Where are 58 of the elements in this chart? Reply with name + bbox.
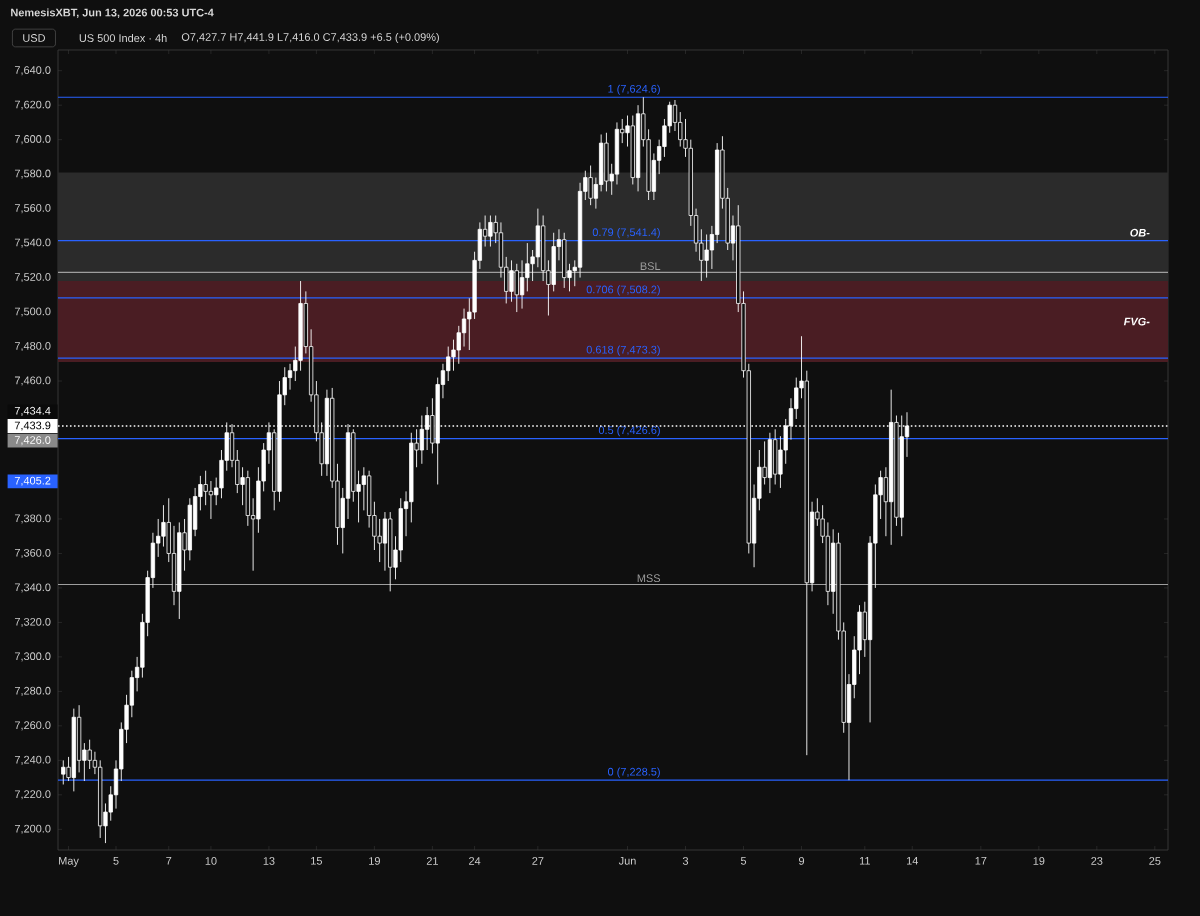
ref-line-label: 0.79 (7,541.4) (592, 228, 660, 239)
x-tick-label: 5 (740, 857, 747, 865)
y-tick-label: 7,340.0 (14, 583, 51, 593)
x-tick-label: 11 (859, 857, 870, 865)
ref-line-label: 0.618 (7,473.3) (586, 345, 660, 356)
chart-subtitle: O7,427.7 H7,441.9 L7,416.0 C7,433.9 +6.5 (+0.09%) (181, 32, 439, 44)
band-label: OB- (1130, 228, 1150, 237)
y-tick-label: 7,500.0 (14, 307, 51, 317)
text: 7,405.2 (14, 476, 51, 486)
y-tick-label: 7,560.0 (14, 204, 51, 214)
ref-line-label: 0.706 (7,508.2) (586, 285, 660, 296)
y-tick-label: 7,620.0 (14, 100, 51, 110)
text: USD (23, 34, 45, 42)
x-tick-label: 17 (975, 857, 987, 865)
x-tick-label: 14 (907, 857, 919, 865)
x-tick-label: 24 (469, 857, 481, 865)
y-tick-label: 7,460.0 (14, 376, 51, 386)
x-tick-label: 9 (798, 857, 805, 865)
y-tick-label: 7,280.0 (14, 686, 51, 696)
ref-line-label: MSS (637, 574, 661, 583)
y-tick-label: 7,480.0 (14, 342, 51, 352)
y-tick-label: 7,380.0 (14, 514, 51, 524)
y-tick-label: 7,520.0 (14, 273, 51, 283)
y-tick-label: 7,240.0 (14, 755, 51, 765)
text: 7,434.4 (14, 406, 51, 416)
x-tick-label: 7 (166, 857, 172, 865)
ref-line-label: 7,433.9 (14, 421, 51, 431)
x-tick-label: 5 (113, 857, 119, 865)
x-tick-label: May (59, 857, 79, 867)
x-tick-label: 19 (1033, 857, 1045, 865)
x-tick-label: 25 (1149, 857, 1161, 865)
ref-line-label: 0 (7,228.5) (608, 767, 660, 778)
chart-title: US 500 Index · 4h (79, 33, 167, 42)
x-tick-label: 21 (426, 857, 438, 865)
ref-line-label: 0.5 (7,426.6) (598, 426, 660, 437)
x-tick-label: 3 (682, 857, 689, 865)
x-tick-label: 19 (369, 857, 380, 865)
y-tick-label: 7,200.0 (14, 824, 51, 834)
text: NemesisXBT, Jun 13, 2026 00:53 UTC-4 (11, 8, 214, 19)
band-label: FVG- (1123, 317, 1150, 326)
y-tick-label: 7,300.0 (14, 652, 51, 662)
y-tick-label: 7,260.0 (14, 721, 51, 731)
ref-line-label: 1 (7,624.6) (608, 84, 660, 95)
y-tick-label: 7,360.0 (14, 548, 51, 558)
ref-line-label: BSL (640, 262, 661, 271)
x-tick-label: Jun (618, 857, 636, 865)
y-tick-label: 7,320.0 (14, 617, 51, 627)
y-tick-label: 7,580.0 (14, 169, 51, 179)
x-tick-label: 15 (311, 857, 323, 865)
y-tick-label: 7,640.0 (14, 66, 51, 76)
y-tick-label: 7,600.0 (14, 135, 51, 145)
y-tick-label: 7,220.0 (14, 790, 51, 800)
x-tick-label: 23 (1091, 857, 1103, 865)
x-tick-label: 27 (532, 857, 544, 865)
x-tick-label: 13 (263, 857, 275, 865)
x-tick-label: 10 (205, 857, 217, 865)
text: 7,426.0 (14, 436, 51, 446)
y-tick-label: 7,540.0 (14, 238, 51, 248)
